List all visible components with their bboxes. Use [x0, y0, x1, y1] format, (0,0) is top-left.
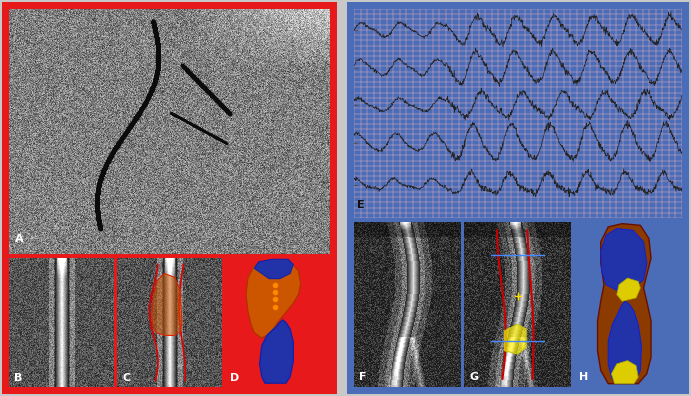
Polygon shape — [608, 301, 641, 382]
Text: D: D — [230, 373, 240, 383]
Text: G: G — [469, 372, 478, 382]
Text: A: A — [15, 234, 24, 244]
Text: H: H — [579, 372, 589, 382]
Polygon shape — [600, 228, 647, 291]
Text: E: E — [357, 200, 365, 209]
Text: F: F — [359, 372, 367, 382]
Polygon shape — [612, 361, 638, 384]
Text: B: B — [15, 373, 23, 383]
Polygon shape — [504, 324, 526, 354]
Polygon shape — [260, 320, 293, 383]
Polygon shape — [617, 278, 641, 301]
Polygon shape — [151, 274, 182, 335]
Polygon shape — [246, 259, 301, 338]
Text: C: C — [122, 373, 131, 383]
Polygon shape — [254, 259, 293, 279]
Polygon shape — [598, 224, 651, 384]
